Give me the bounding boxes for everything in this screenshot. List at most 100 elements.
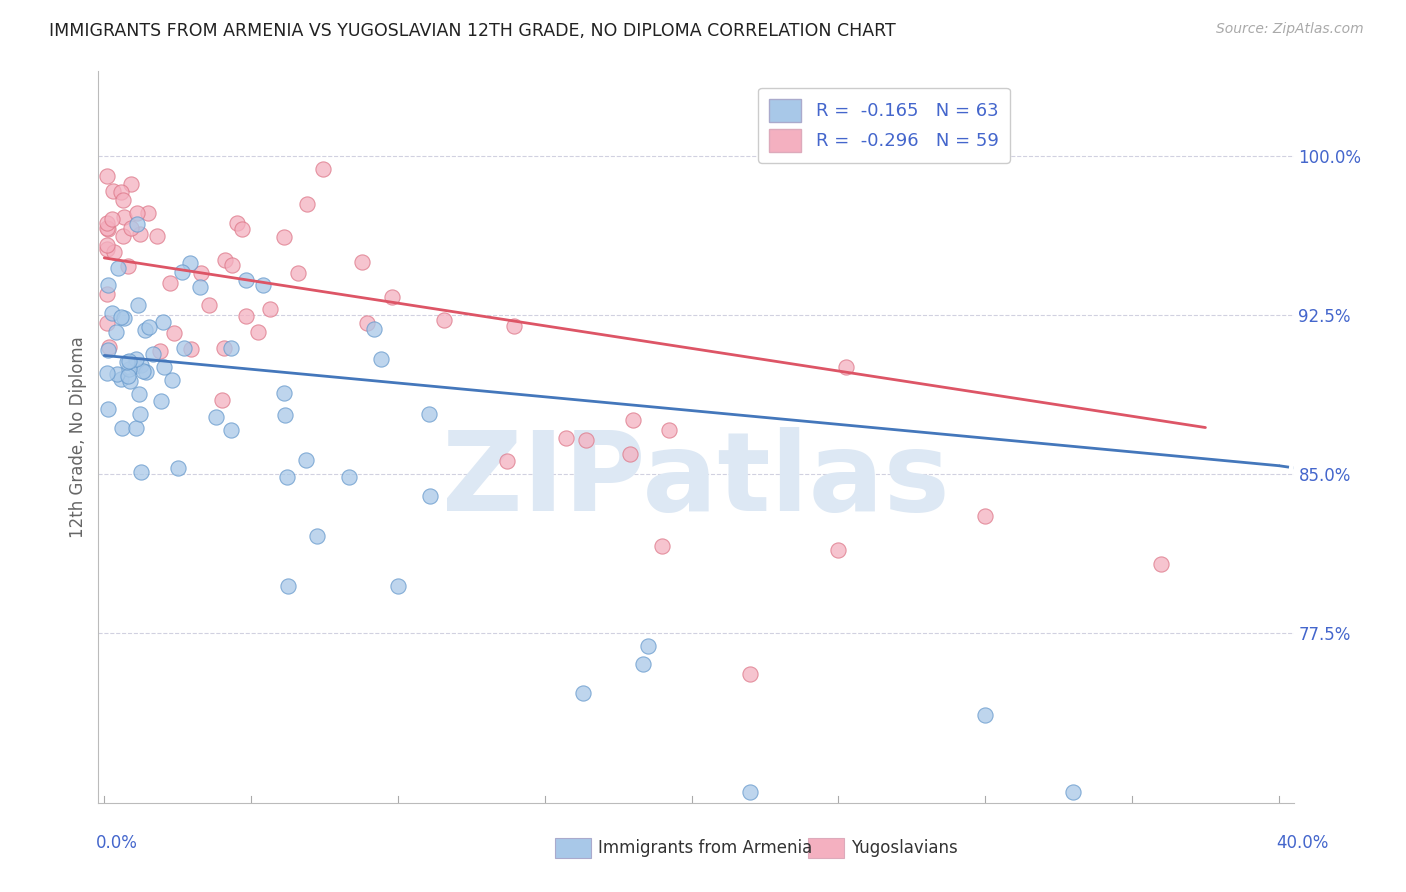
Point	[621, 413, 644, 427]
Point	[287, 267, 309, 281]
Point	[148, 344, 170, 359]
Text: Source: ZipAtlas.com: Source: ZipAtlas.com	[1216, 22, 1364, 37]
Point	[337, 470, 360, 484]
Point	[163, 326, 186, 340]
Point	[295, 452, 318, 467]
Point	[273, 229, 295, 244]
Point	[205, 410, 228, 425]
Point	[153, 359, 176, 374]
Point	[112, 310, 135, 325]
Point	[96, 242, 118, 256]
Point	[145, 229, 167, 244]
Point	[159, 276, 181, 290]
Point	[235, 273, 257, 287]
Point	[212, 342, 235, 356]
Point	[221, 258, 243, 272]
Point	[129, 407, 152, 421]
Legend: R =  -0.165   N = 63, R =  -0.296   N = 59: R = -0.165 N = 63, R = -0.296 N = 59	[758, 87, 1010, 163]
Point	[120, 221, 142, 235]
Point	[575, 433, 598, 447]
Point	[637, 639, 659, 653]
Point	[124, 359, 146, 374]
Point	[110, 372, 132, 386]
Point	[118, 362, 141, 376]
Point	[117, 260, 139, 274]
Point	[96, 220, 118, 235]
Point	[117, 368, 139, 383]
Point	[127, 298, 149, 312]
Point	[101, 184, 124, 198]
Point	[311, 161, 333, 176]
Text: IMMIGRANTS FROM ARMENIA VS YUGOSLAVIAN 12TH GRADE, NO DIPLOMA CORRELATION CHART: IMMIGRANTS FROM ARMENIA VS YUGOSLAVIAN 1…	[49, 22, 896, 40]
Point	[125, 421, 148, 435]
Point	[142, 346, 165, 360]
Point	[219, 341, 242, 355]
Point	[125, 205, 148, 219]
Point	[166, 461, 188, 475]
Point	[246, 325, 269, 339]
Point	[125, 218, 148, 232]
Point	[381, 290, 404, 304]
Point	[297, 197, 319, 211]
Point	[190, 280, 212, 294]
Point	[135, 365, 157, 379]
Point	[571, 686, 593, 700]
Point	[111, 421, 134, 435]
Point	[740, 785, 762, 799]
Point	[180, 342, 202, 356]
Point	[235, 309, 257, 323]
Text: 0.0%: 0.0%	[96, 834, 138, 852]
Point	[179, 255, 201, 269]
Text: 40.0%: 40.0%	[1277, 834, 1329, 852]
Point	[129, 358, 152, 372]
Point	[97, 222, 120, 236]
Point	[418, 407, 440, 421]
Point	[132, 363, 155, 377]
Point	[173, 341, 195, 355]
Point	[110, 185, 132, 199]
Point	[363, 322, 385, 336]
Point	[96, 216, 118, 230]
Point	[651, 539, 673, 553]
Point	[274, 408, 297, 422]
Point	[190, 266, 212, 280]
Point	[111, 229, 134, 244]
Point	[129, 465, 152, 479]
Point	[619, 447, 641, 461]
Point	[827, 543, 849, 558]
Point	[97, 401, 120, 416]
Point	[974, 707, 997, 722]
Point	[225, 216, 247, 230]
Point	[740, 666, 762, 681]
Point	[835, 360, 858, 375]
Point	[97, 343, 120, 357]
Text: Immigrants from Armenia: Immigrants from Armenia	[598, 839, 811, 857]
Point	[97, 278, 120, 293]
Point	[1062, 785, 1084, 799]
Point	[138, 320, 160, 334]
Point	[105, 325, 128, 339]
Point	[110, 310, 132, 324]
Point	[211, 393, 233, 408]
Point	[496, 454, 519, 468]
Point	[107, 260, 129, 275]
Point	[103, 245, 125, 260]
Point	[96, 286, 118, 301]
Point	[120, 177, 142, 191]
Point	[387, 579, 409, 593]
Point	[96, 316, 118, 330]
Point	[419, 489, 441, 503]
Point	[117, 355, 139, 369]
Y-axis label: 12th Grade, No Diploma: 12th Grade, No Diploma	[69, 336, 87, 538]
Point	[101, 305, 124, 319]
Point	[96, 366, 118, 380]
Point	[356, 316, 378, 330]
Point	[259, 302, 281, 317]
Point	[118, 354, 141, 368]
Point	[1150, 558, 1173, 572]
Point	[214, 252, 236, 267]
Text: ZIPatlas: ZIPatlas	[441, 427, 950, 534]
Point	[350, 255, 373, 269]
Point	[231, 221, 253, 235]
Point	[273, 385, 295, 400]
